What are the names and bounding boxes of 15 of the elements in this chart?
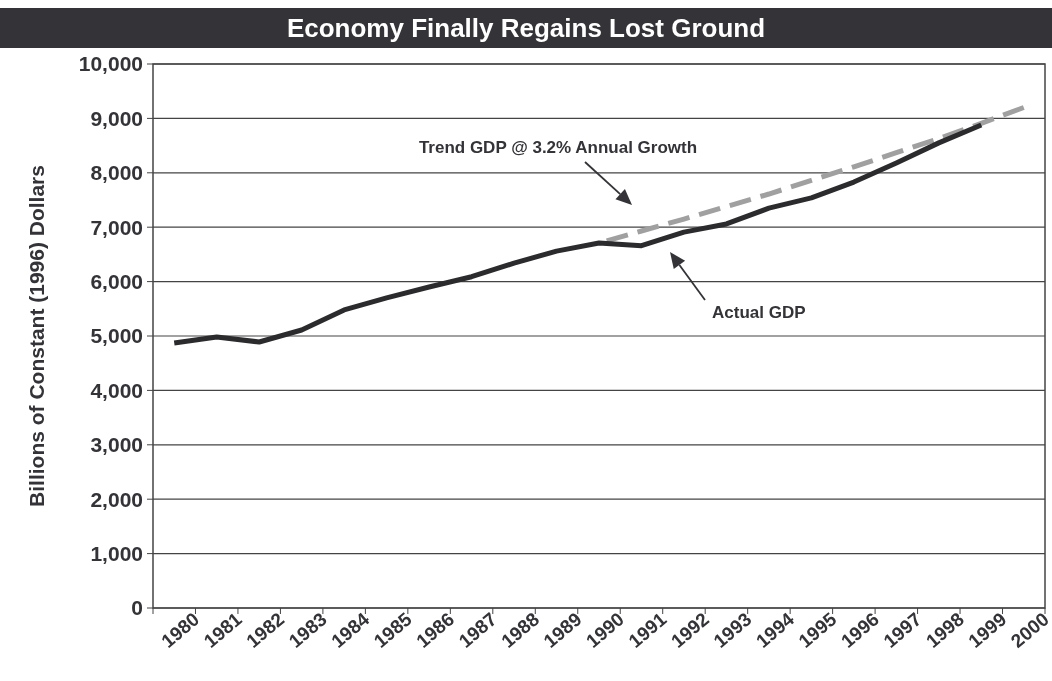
y-tick-label: 6,000 [90, 269, 143, 293]
y-tick-label: 0 [131, 596, 143, 620]
annotation: Actual GDP [712, 303, 806, 322]
y-tick-label: 9,000 [90, 106, 143, 130]
y-tick-label: 5,000 [90, 324, 143, 348]
y-tick-label: 4,000 [90, 378, 143, 402]
chart-title: Economy Finally Regains Lost Ground [286, 13, 766, 43]
y-tick-label: 10,000 [78, 52, 143, 76]
y-tick-label: 7,000 [90, 215, 143, 239]
y-tick-label: 2,000 [90, 487, 143, 511]
y-tick-label: 1,000 [90, 541, 143, 565]
annotation: Trend GDP @ 3.2% Annual Growth [418, 138, 698, 157]
y-tick-label: 3,000 [90, 433, 143, 457]
y-tick-label: 8,000 [90, 161, 143, 185]
y-axis-title: Billions of Constant (1996) Dollars [25, 165, 48, 507]
